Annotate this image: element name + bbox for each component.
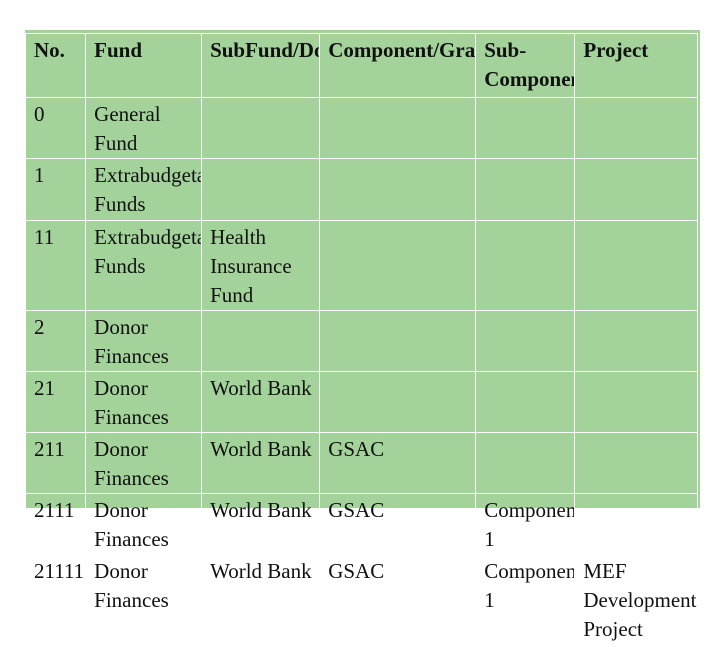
cell-component-grant: GSAC: [319, 554, 477, 647]
cell-subfund-donor: [201, 158, 321, 221]
table-row: 2111 Donor Finances World Bank GSAC Componen…: [24, 493, 698, 555]
cell-number: 1: [24, 158, 87, 221]
cell-fund: Donor Finances: [85, 371, 203, 433]
fund-classification-table: No.FundSubFund/DonorComponent/GrantSub-C…: [24, 33, 698, 647]
cell-sub-component: [475, 158, 576, 221]
cell-component-grant: GSAC: [319, 493, 477, 555]
cell-project: [574, 158, 698, 221]
header-fund: Fund: [85, 33, 203, 98]
cell-sub-component: Component 1: [475, 554, 576, 647]
cell-component-grant: [319, 158, 477, 221]
cell-fund: Donor Finances: [85, 310, 203, 372]
cell-sub-component: [475, 371, 576, 433]
header-subfund-donor: SubFund/Donor: [201, 33, 321, 98]
cell-fund: ExtrabudgetaryFunds: [85, 158, 203, 221]
table-row: 11ExtrabudgetaryFundsHealth InsuranceFun…: [24, 220, 698, 311]
cell-project: [574, 432, 698, 494]
cell-number: 21: [24, 371, 87, 433]
header-component-grant: Component/Grant: [319, 33, 477, 98]
cell-fund: ExtrabudgetaryFunds: [85, 220, 203, 311]
cell-component-grant: [319, 220, 477, 311]
cell-sub-component: [475, 220, 576, 311]
cell-sub-component: [475, 432, 576, 494]
table-row: 0 General Fund: [24, 97, 698, 159]
table-row: 1ExtrabudgetaryFunds: [24, 158, 698, 221]
header-sub-component: Sub-Component: [475, 33, 576, 98]
cell-sub-component: [475, 310, 576, 372]
cell-number: 211: [24, 432, 87, 494]
header-number: No.: [24, 33, 87, 98]
cell-subfund-donor: Health Insurance Fund: [201, 220, 321, 311]
table-row: 211 Donor Finances World Bank GSAC: [24, 432, 698, 494]
cell-number: 2111: [24, 493, 87, 555]
cell-subfund-donor: [201, 310, 321, 372]
cell-subfund-donor: World Bank: [201, 371, 321, 433]
cell-sub-component: Component 1: [475, 493, 576, 555]
cell-component-grant: GSAC: [319, 432, 477, 494]
cell-component-grant: [319, 371, 477, 433]
table-row: 21 Donor Finances World Bank: [24, 371, 698, 433]
cell-fund: Donor Finances: [85, 554, 203, 647]
table-panel: No.FundSubFund/DonorComponent/GrantSub-C…: [24, 30, 700, 647]
cell-component-grant: [319, 310, 477, 372]
cell-component-grant: [319, 97, 477, 159]
cell-project: [574, 310, 698, 372]
cell-fund: Donor Finances: [85, 493, 203, 555]
cell-number: 0: [24, 97, 87, 159]
cell-project: [574, 220, 698, 311]
cell-subfund-donor: World Bank: [201, 554, 321, 647]
cell-sub-component: [475, 97, 576, 159]
cell-project: [574, 371, 698, 433]
cell-fund: General Fund: [85, 97, 203, 159]
cell-number: 2: [24, 310, 87, 372]
cell-number: 11: [24, 220, 87, 311]
cell-number: 21111: [24, 554, 87, 647]
table-row: 21111 Donor Finances World Bank GSAC Compone…: [24, 554, 698, 647]
table-header-row: No.FundSubFund/DonorComponent/GrantSub-C…: [24, 33, 698, 98]
cell-project: MEF Development Project: [574, 554, 698, 647]
cell-project: [574, 493, 698, 555]
cell-subfund-donor: World Bank: [201, 432, 321, 494]
header-project: Project: [574, 33, 698, 98]
cell-subfund-donor: [201, 97, 321, 159]
table-row: 2 Donor Finances: [24, 310, 698, 372]
cell-project: [574, 97, 698, 159]
cell-fund: Donor Finances: [85, 432, 203, 494]
cell-subfund-donor: World Bank: [201, 493, 321, 555]
